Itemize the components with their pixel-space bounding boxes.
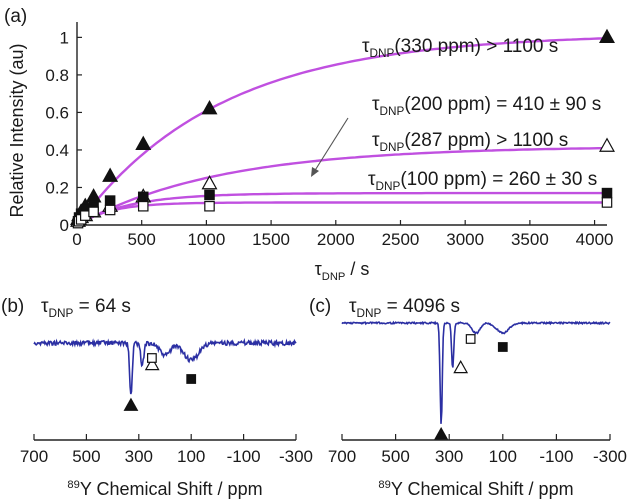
panel-a-x-tick-label: 1500 [252,230,290,249]
panel-a-point-s0 [85,188,102,203]
panel-a-annotation-3-part-2: (100 ppm) = 260 ± 30 s [400,169,597,190]
panel-2-peak-marker [433,426,449,441]
panel-a-annotation-3-part-0: τ [368,169,376,190]
panel-a-point-s0 [102,167,119,182]
panel-1-x-tick-label: 500 [72,447,100,466]
panel-2-title: τDNP = 4096 s [349,296,460,320]
panel-a-y-tick-label: 0.2 [45,178,69,197]
panel-a-x-tick-label: 4000 [576,230,614,249]
panel-a-annotation-3-part-1: DNP [376,180,401,193]
panel-a-fit-curve-1 [76,146,608,227]
panel-a-annotation-2-part-1: DNP [380,105,405,118]
panel-1-x-tick-label: -100 [227,447,261,466]
panel-a-point-s3 [204,200,215,212]
panel-a-y-tick-label: 1 [60,28,69,47]
panel-a-x-tick-label: 3000 [446,230,484,249]
panel-a-annotation-1: τDNP(287 ppm) > 1100 s [372,130,568,154]
panel-a-annotation-arrow [313,117,349,173]
panel-a-y-axis-title: Relative Intensity (au) [7,43,27,217]
panel-2-x-tick-label: 500 [381,447,409,466]
panel-2-x-tick-label: -300 [593,447,627,466]
panel-a-x-tick-label: 2500 [382,230,420,249]
panel-a-annotation-2: τDNP(200 ppm) = 410 ± 90 s [372,94,601,118]
panel-a-annotation-3: τDNP(100 ppm) = 260 ± 30 s [368,169,597,193]
panel-2-x-axis-title-part-1: Y Chemical Shift / ppm [391,479,574,499]
panel-2-label: (c) [309,296,331,317]
panel-2-title-part-1: DNP [357,307,382,320]
panel-a-x-tick-label: 2000 [317,230,355,249]
panel-a-y-tick-label: 0.6 [45,103,69,122]
panel-2-peak-marker [497,342,508,352]
panel-2-x-tick-label: 700 [328,447,356,466]
panel-a-fit-curve-2 [76,191,607,227]
panel-a-x-axis-title-part-2: / s [345,259,369,279]
panel-a-point-s3 [88,206,99,218]
panel-2-title-part-0: τ [349,296,357,317]
panel-a-annotation-1-part-2: (287 ppm) > 1100 s [404,130,568,151]
panel-1-title-part-1: DNP [49,307,74,320]
panel-1-peak-marker [147,353,157,363]
panel-1-label: (b) [1,296,24,317]
panel-2-x-tick-label: 300 [435,447,463,466]
panel-a-point-s1 [599,137,615,152]
panel-2-peak-marker [465,334,476,344]
panel-a-point-s2 [601,187,613,199]
panel-a-annotation-0: τDNP(330 ppm) > 1100 s [362,36,558,60]
panel-1-peak-marker [123,397,139,411]
panel-a-x-tick-label: 1000 [187,230,225,249]
panel-2-x-axis-title: 89Y Chemical Shift / ppm [378,479,573,499]
panel-1-spectrum-line [33,337,297,395]
panel-a-x-axis-title: τDNP / s [315,259,370,283]
panel-2-x-axis-title-part-0: 89 [378,479,390,491]
panel-a-annotation-1-part-1: DNP [380,141,405,154]
panel-a-fit-curve-3 [76,201,607,227]
panel-2-peak-marker [453,359,469,374]
panel-1-title-part-2: = 64 s [73,296,131,317]
panel-1-peak-marker [186,374,197,384]
panel-a-point-s0 [201,100,218,115]
panel-a-y-tick-label: 0.4 [45,141,69,160]
panel-1-x-tick-label: -300 [279,447,313,466]
panel-a-point-s3 [137,200,149,212]
panel-a-annotation-0-part-0: τ [362,36,370,57]
panel-1-x-axis-title-part-1: Y Chemical Shift / ppm [80,479,263,499]
panel-a-x-tick-label: 0 [72,230,81,249]
panel-2-spectrum-line [341,320,611,424]
panel-1-title: τDNP = 64 s [41,296,131,320]
panel-a-point-s2 [104,195,116,206]
panel-a-x-axis-title-part-0: τ [315,259,322,279]
panel-a-point-s3 [104,204,116,216]
panel-1-x-axis-title-part-0: 89 [67,479,79,491]
panel-a-point-s0 [599,28,615,44]
panel-a-x-axis-title-part-1: DNP [322,271,346,283]
panel-a-label: (a) [4,6,27,27]
panel-a-y-tick-label: 0.8 [45,66,69,85]
panel-1-x-tick-label: 300 [125,447,153,466]
panel-a-annotation-2-part-0: τ [372,94,380,115]
panel-1-peak-marker [144,356,160,371]
panel-a-point-s2 [137,191,149,203]
panel-1-title-part-0: τ [41,296,49,317]
panel-a-point-s3 [601,197,613,208]
panel-a-annotation-0-part-2: (330 ppm) > 1100 s [394,36,558,57]
panel-1-x-tick-label: 700 [20,447,48,466]
panel-a-point-s2 [204,189,215,201]
panel-a-point-s1 [201,175,218,190]
panel-a-x-tick-label: 500 [128,230,156,249]
panel-2-x-tick-label: -100 [539,447,573,466]
panel-a-annotation-arrowhead [311,167,319,177]
panel-a-fit-curve-0 [76,37,608,226]
panel-2-x-tick-label: 100 [489,447,517,466]
panel-a-annotation-2-part-2: (200 ppm) = 410 ± 90 s [404,94,601,115]
panel-2-title-part-2: = 4096 s [381,296,460,317]
panel-a-x-tick-label: 3500 [511,230,549,249]
panel-a-annotation-1-part-0: τ [372,130,380,151]
panel-a-annotation-0-part-1: DNP [370,47,395,60]
panel-1-x-tick-label: 100 [177,447,205,466]
panel-1-x-axis-title: 89Y Chemical Shift / ppm [67,479,262,499]
panel-a-point-s0 [135,135,152,150]
panel-a-y-tick-label: 0 [60,216,69,235]
